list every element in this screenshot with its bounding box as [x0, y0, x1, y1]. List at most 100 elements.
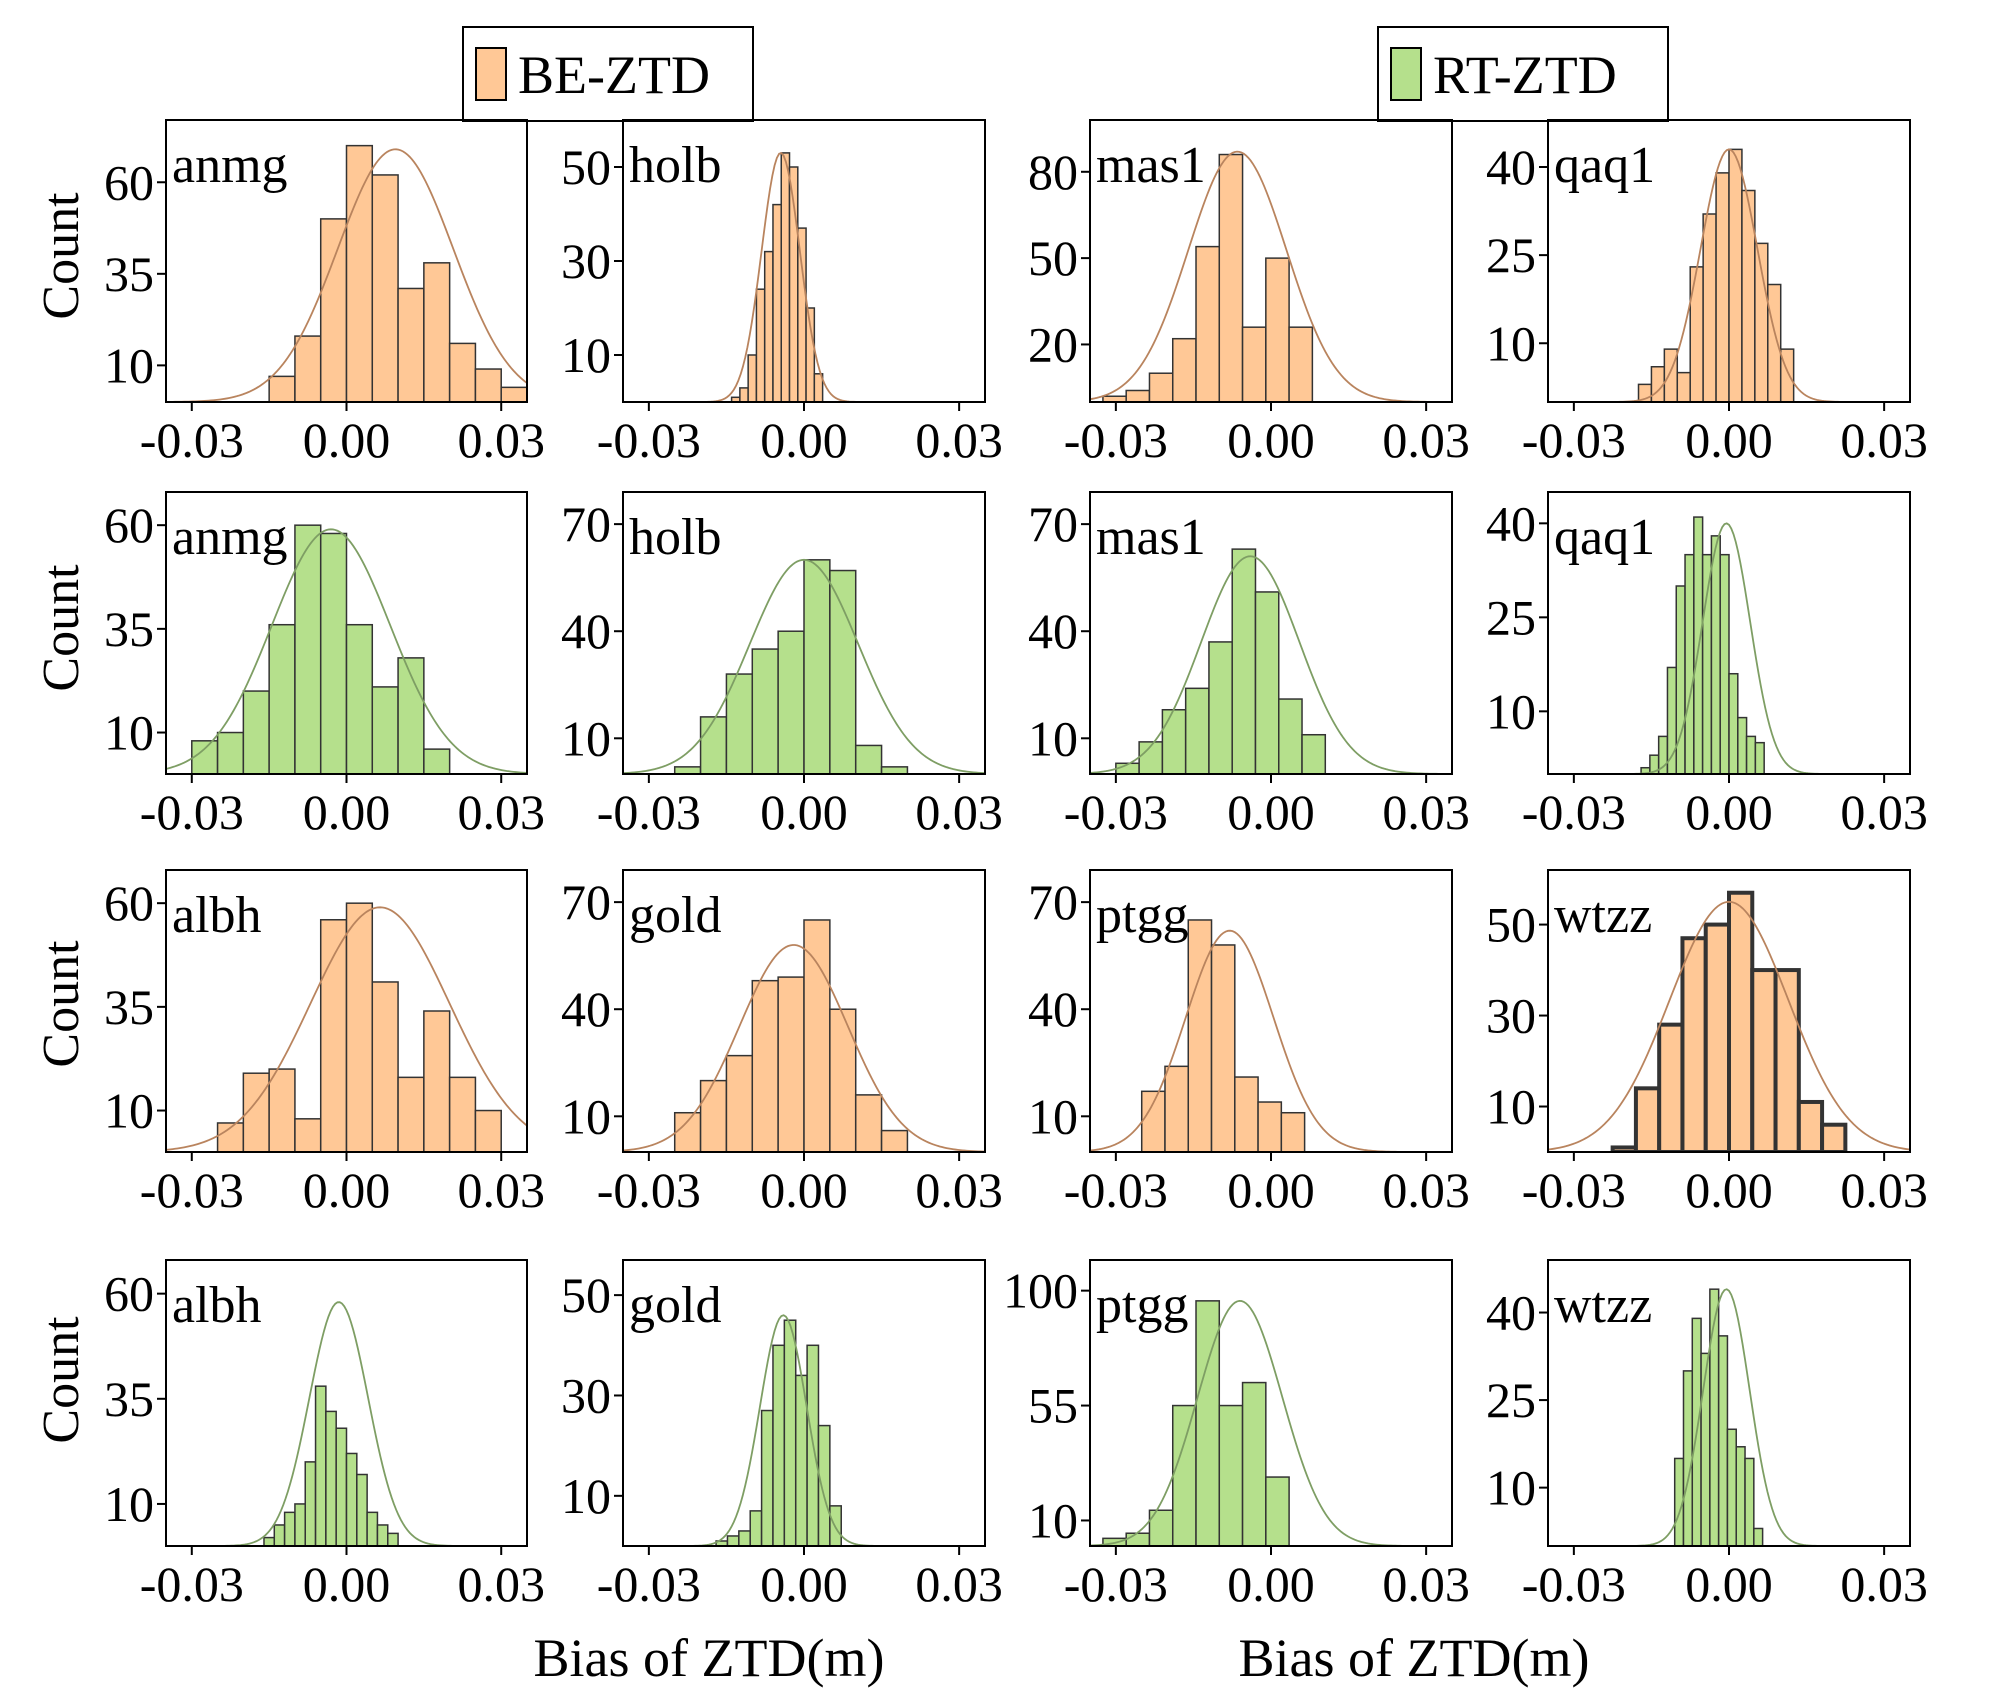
x-tick-label: 0.00	[1685, 1162, 1773, 1218]
histogram-bar	[1171, 1404, 1197, 1546]
legend-frame-rt	[1377, 26, 1669, 122]
histogram-bar	[1210, 944, 1236, 1152]
panel-albh-rt: -0.03 0.00 0.03 10 35 60 albh	[104, 1259, 545, 1612]
density-curve	[1548, 522, 1910, 774]
legend-rt: RT-ZTD	[1377, 26, 1669, 122]
panel-gold-rt: -0.03 0.00 0.03 10 30 50 gold	[561, 1259, 1003, 1612]
x-tick-label: 0.03	[915, 784, 1003, 840]
x-tick-label: 0.00	[303, 784, 391, 840]
y-tick-label: 70	[561, 496, 611, 552]
histogram-bar	[314, 1385, 327, 1546]
y-tick-label: 40	[1486, 495, 1536, 551]
histogram-bar	[763, 250, 774, 402]
histogram-bar	[387, 1532, 399, 1546]
y-tick-label: 10	[561, 327, 611, 383]
y-tick-label: 40	[561, 603, 611, 659]
y-tick-label: 25	[1486, 1372, 1536, 1428]
histogram-bar	[345, 1452, 358, 1546]
ylabel-row-2: Count	[33, 564, 90, 692]
x-tick-label: 0.03	[915, 1556, 1003, 1612]
x-tick-label: -0.03	[140, 412, 244, 468]
density-curve	[166, 148, 527, 402]
histogram-bar	[699, 716, 728, 774]
histogram-bar	[1689, 266, 1704, 402]
legend-swatch-be	[475, 47, 507, 101]
y-tick-label: 10	[1486, 683, 1536, 739]
histogram-bar	[1703, 922, 1731, 1152]
histogram-bar	[268, 1068, 296, 1152]
histogram-bar	[1231, 548, 1257, 774]
y-tick-label: 40	[1486, 139, 1536, 195]
histogram-bar	[1796, 1099, 1825, 1152]
histogram-bar	[1666, 666, 1678, 774]
density-curve	[166, 528, 527, 774]
panel-wtzz-be: -0.03 0.00 0.03 10 30 50 wtzz	[1486, 869, 1928, 1218]
histogram-bar	[1702, 213, 1717, 402]
y-tick-label: 40	[1028, 981, 1078, 1037]
histogram-bar	[1744, 1457, 1755, 1546]
y-tick-label: 70	[1028, 496, 1078, 552]
histogram-bar	[1280, 1111, 1306, 1152]
histogram-bar	[1728, 148, 1743, 402]
histogram-bar	[1727, 890, 1755, 1152]
histogram-bar	[780, 152, 791, 402]
histogram-bar	[325, 1410, 337, 1546]
histogram-bar	[1700, 1352, 1711, 1546]
y-tick-label: 30	[1486, 988, 1536, 1044]
y-tick-label: 60	[104, 497, 154, 553]
y-tick-label: 25	[1486, 589, 1536, 645]
station-label: holb	[629, 137, 721, 194]
histogram-bar	[1164, 1065, 1190, 1152]
y-tick-label: 35	[104, 1371, 154, 1427]
x-tick-label: -0.03	[1064, 1162, 1168, 1218]
station-label: anmg	[172, 509, 288, 566]
histogram-bar	[1218, 153, 1244, 402]
histogram-bar	[1195, 245, 1221, 402]
histogram-bar	[829, 569, 857, 774]
legend-label-rt: RT-ZTD	[1433, 45, 1617, 105]
histogram-bar	[1148, 372, 1174, 402]
x-tick-label: 0.00	[1685, 784, 1773, 840]
station-label: ptgg	[1096, 1277, 1188, 1334]
y-tick-label: 10	[561, 1088, 611, 1144]
histogram-bar	[1257, 1101, 1283, 1152]
x-tick-label: 0.03	[457, 412, 545, 468]
legend-frame-be	[462, 26, 754, 122]
y-tick-label: 10	[1028, 710, 1078, 766]
plot-area	[623, 1314, 985, 1546]
histogram-bar	[749, 1510, 763, 1546]
histogram-bar	[1125, 389, 1151, 402]
histogram-bar	[319, 919, 348, 1152]
x-tick-label: 0.03	[1840, 1162, 1928, 1218]
plot-area	[1548, 516, 1910, 774]
xlabel-left: Bias of ZTD(m)	[534, 1628, 885, 1688]
station-label: gold	[629, 1277, 721, 1334]
histogram-bar	[371, 686, 399, 774]
y-tick-label: 10	[561, 1468, 611, 1524]
y-tick-label: 50	[1486, 897, 1536, 953]
histogram-bar	[829, 1008, 857, 1152]
station-label: wtzz	[1554, 887, 1652, 944]
histogram-bar	[294, 1118, 322, 1152]
panel-anmg-rt: -0.03 0.00 0.03 10 35 60 anmg	[104, 491, 545, 840]
histogram-bar	[854, 744, 883, 774]
histogram-bar	[294, 335, 322, 402]
histogram-bar	[1715, 172, 1730, 402]
y-tick-label: 20	[1028, 316, 1078, 372]
histogram-bar	[268, 623, 296, 774]
histogram-bar	[294, 1503, 306, 1546]
histogram-bar	[283, 1511, 296, 1546]
histogram-bar	[1726, 1428, 1737, 1546]
histogram-bar	[1820, 1122, 1848, 1152]
density-curve	[623, 151, 985, 402]
y-tick-label: 50	[1028, 230, 1078, 286]
histogram-bar	[356, 1473, 368, 1546]
histogram-bar	[772, 203, 782, 402]
panel-wtzz-rt: -0.03 0.00 0.03 10 25 40 wtzz	[1486, 1259, 1928, 1612]
x-tick-label: 0.00	[1227, 1162, 1315, 1218]
y-tick-label: 10	[104, 705, 154, 761]
y-tick-label: 30	[561, 1367, 611, 1423]
histogram-bar	[805, 307, 816, 402]
x-tick-label: -0.03	[1064, 1556, 1168, 1612]
